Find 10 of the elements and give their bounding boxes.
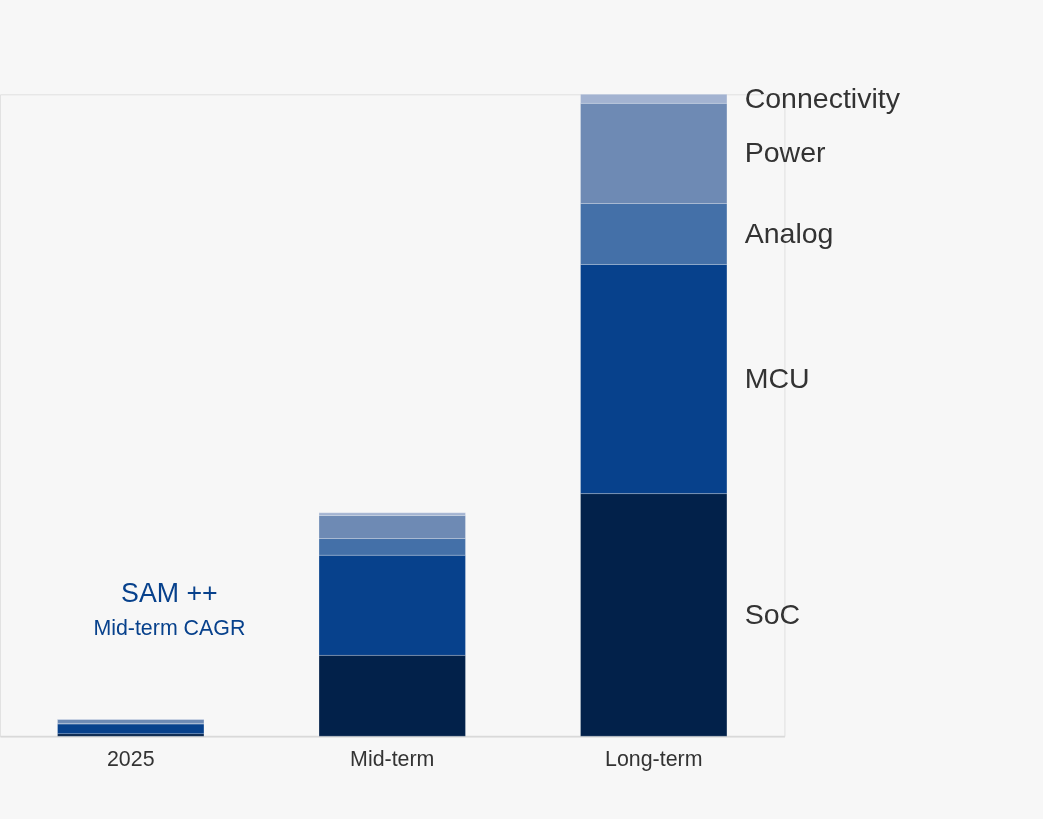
series-label: Analog [744,216,834,249]
annotation: Mid-term CAGR [93,616,246,641]
series-label: Connectivity [744,81,901,114]
series-label: Power [744,136,826,169]
x-tick-label: Mid-term [350,747,435,772]
series-label: MCU [744,361,810,394]
annotation: SAM ++ [121,577,218,608]
x-tick-label: Long-term [605,747,703,772]
x-tick-label: 2025 [106,747,155,772]
series-label: SoC [744,597,801,630]
